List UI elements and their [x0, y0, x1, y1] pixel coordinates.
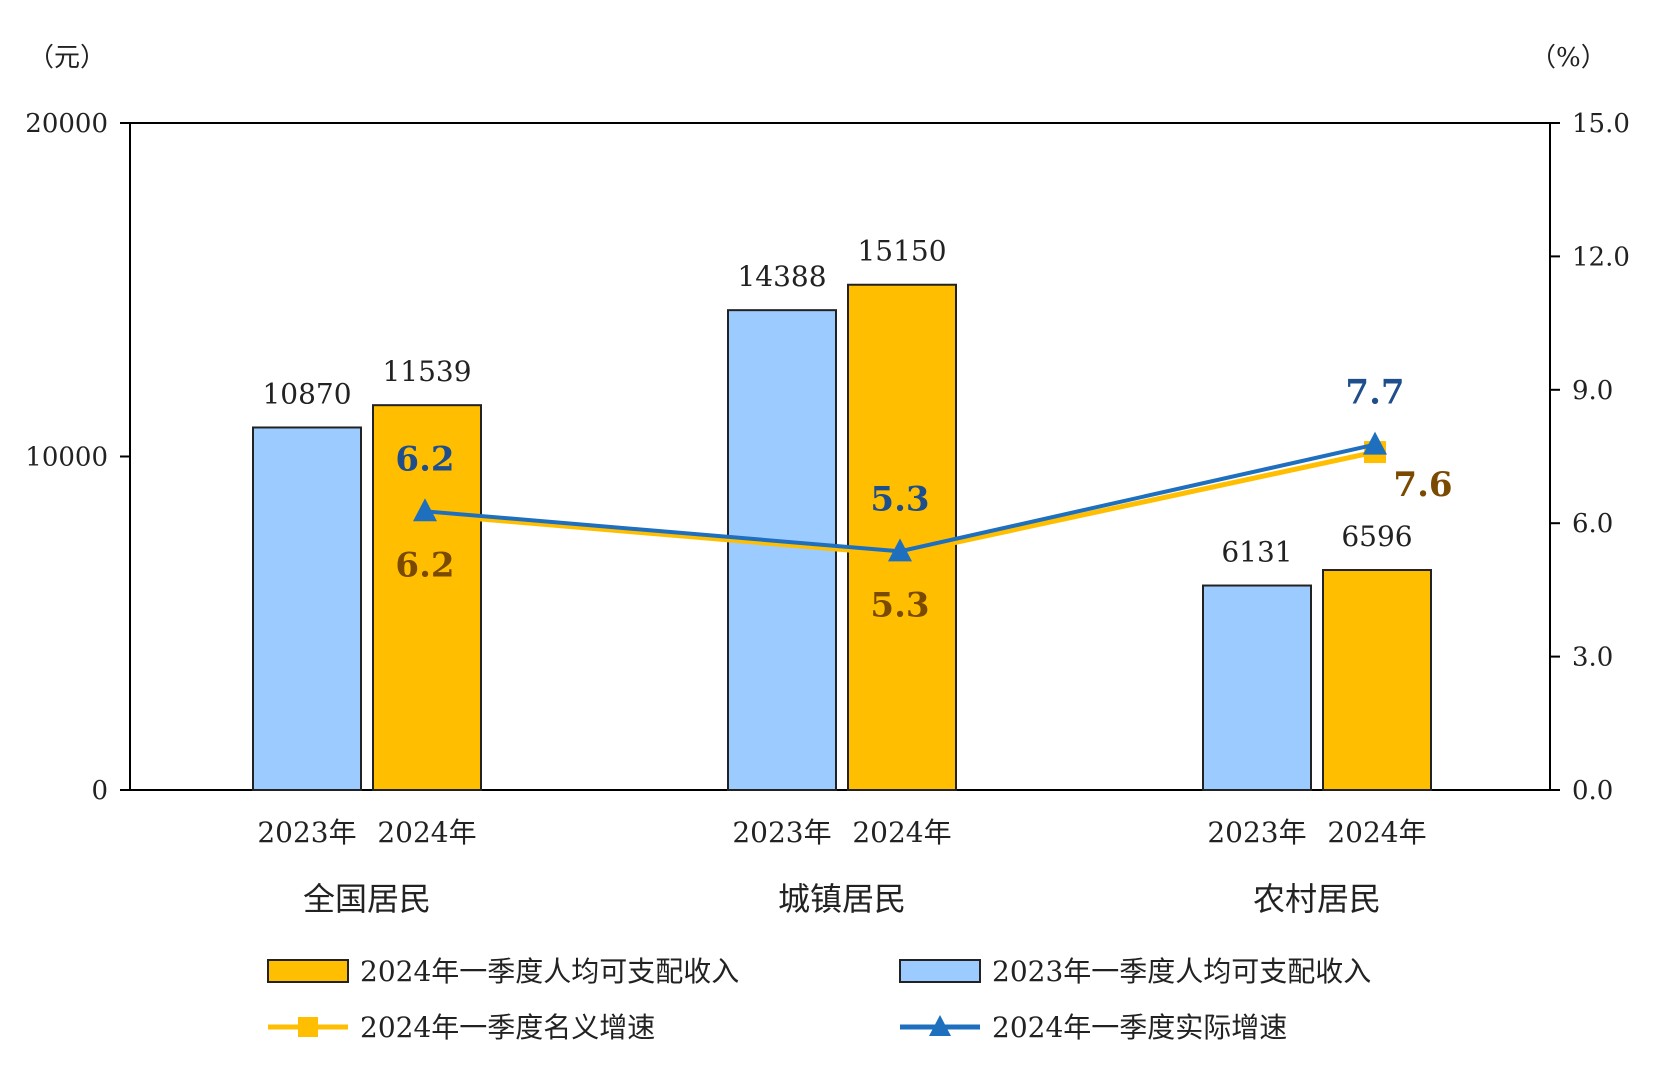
right-tick-label: 3.0: [1572, 643, 1613, 673]
legend-label-2024-income: 2024年一季度人均可支配收入: [360, 955, 739, 988]
bar-2024-0: [372, 404, 482, 791]
legend-label-2023-income: 2023年一季度人均可支配收入: [992, 955, 1371, 988]
left-axis-ticks: 0 10000 20000: [25, 109, 130, 806]
group-label: 城镇居民: [778, 880, 906, 918]
lines-layer: [413, 431, 1387, 566]
bar-value-label: 10870: [262, 377, 351, 410]
bar-value-label: 11539: [382, 355, 471, 388]
nominal-growth-label: 5.3: [870, 585, 929, 625]
legend-item-2023-income: 2023年一季度人均可支配收入: [899, 955, 1371, 988]
left-tick-label: 10000: [25, 443, 108, 473]
legend: 2024年一季度人均可支配收入 2023年一季度人均可支配收入 2024年一季度…: [267, 955, 1371, 1044]
bar-2023-2: [1202, 584, 1312, 791]
real-growth-label: 7.7: [1345, 373, 1404, 413]
bar-value-label: 6131: [1221, 536, 1292, 569]
bar-2023-1: [727, 309, 837, 791]
bar-value-label: 14388: [737, 260, 826, 293]
real-growth-label: 6.2: [395, 439, 454, 479]
legend-marker-nominal: [298, 1017, 318, 1037]
year-label: 2024年: [1327, 816, 1426, 849]
nominal-growth-label: 6.2: [395, 545, 454, 585]
real-growth-marker: [1363, 431, 1387, 455]
right-tick-label: 0.0: [1572, 776, 1613, 806]
real-growth-label: 5.3: [870, 479, 929, 519]
right-tick-label: 9.0: [1572, 376, 1613, 406]
year-label: 2024年: [852, 816, 951, 849]
year-label: 2024年: [377, 816, 476, 849]
left-axis-unit: （元）: [28, 43, 106, 73]
right-tick-label: 12.0: [1572, 242, 1630, 272]
legend-label-nominal-growth: 2024年一季度名义增速: [360, 1011, 655, 1044]
group-label: 农村居民: [1253, 880, 1381, 918]
right-tick-label: 15.0: [1572, 109, 1630, 139]
right-axis-unit: （%）: [1530, 43, 1607, 73]
bars-layer: [252, 283, 1432, 791]
line-labels-layer: 6.2 5.3 7.6 6.2 5.3 7.7: [395, 373, 1452, 626]
nominal-growth-label: 7.6: [1393, 465, 1452, 505]
bar-2024-1: [847, 283, 957, 791]
bar-2024-2: [1322, 569, 1432, 791]
bar-value-label: 6596: [1341, 520, 1412, 553]
legend-item-nominal-growth: 2024年一季度名义增速: [268, 1011, 655, 1044]
group-label: 全国居民: [303, 880, 431, 918]
legend-label-real-growth: 2024年一季度实际增速: [992, 1011, 1287, 1044]
year-label: 2023年: [732, 816, 831, 849]
year-label: 2023年: [257, 816, 356, 849]
bar-value-label: 15150: [857, 235, 946, 268]
year-label: 2023年: [1207, 816, 1306, 849]
real-growth-marker: [413, 498, 437, 522]
legend-marker-real: [929, 1015, 951, 1036]
right-axis-ticks: 0.0 3.0 6.0 9.0 12.0 15.0: [1550, 109, 1630, 806]
left-tick-label: 20000: [25, 109, 108, 139]
legend-swatch-2024-income: [267, 959, 349, 983]
real-growth-marker: [888, 538, 912, 562]
right-tick-label: 6.0: [1572, 509, 1613, 539]
legend-item-real-growth: 2024年一季度实际增速: [900, 1011, 1287, 1044]
bar-labels-layer: 10870 11539 14388 15150 6131 6596: [262, 235, 1412, 569]
left-tick-label: 0: [91, 776, 108, 806]
bar-2023-0: [252, 426, 362, 791]
legend-swatch-2023-income: [899, 959, 981, 983]
legend-item-2024-income: 2024年一季度人均可支配收入: [267, 955, 739, 988]
